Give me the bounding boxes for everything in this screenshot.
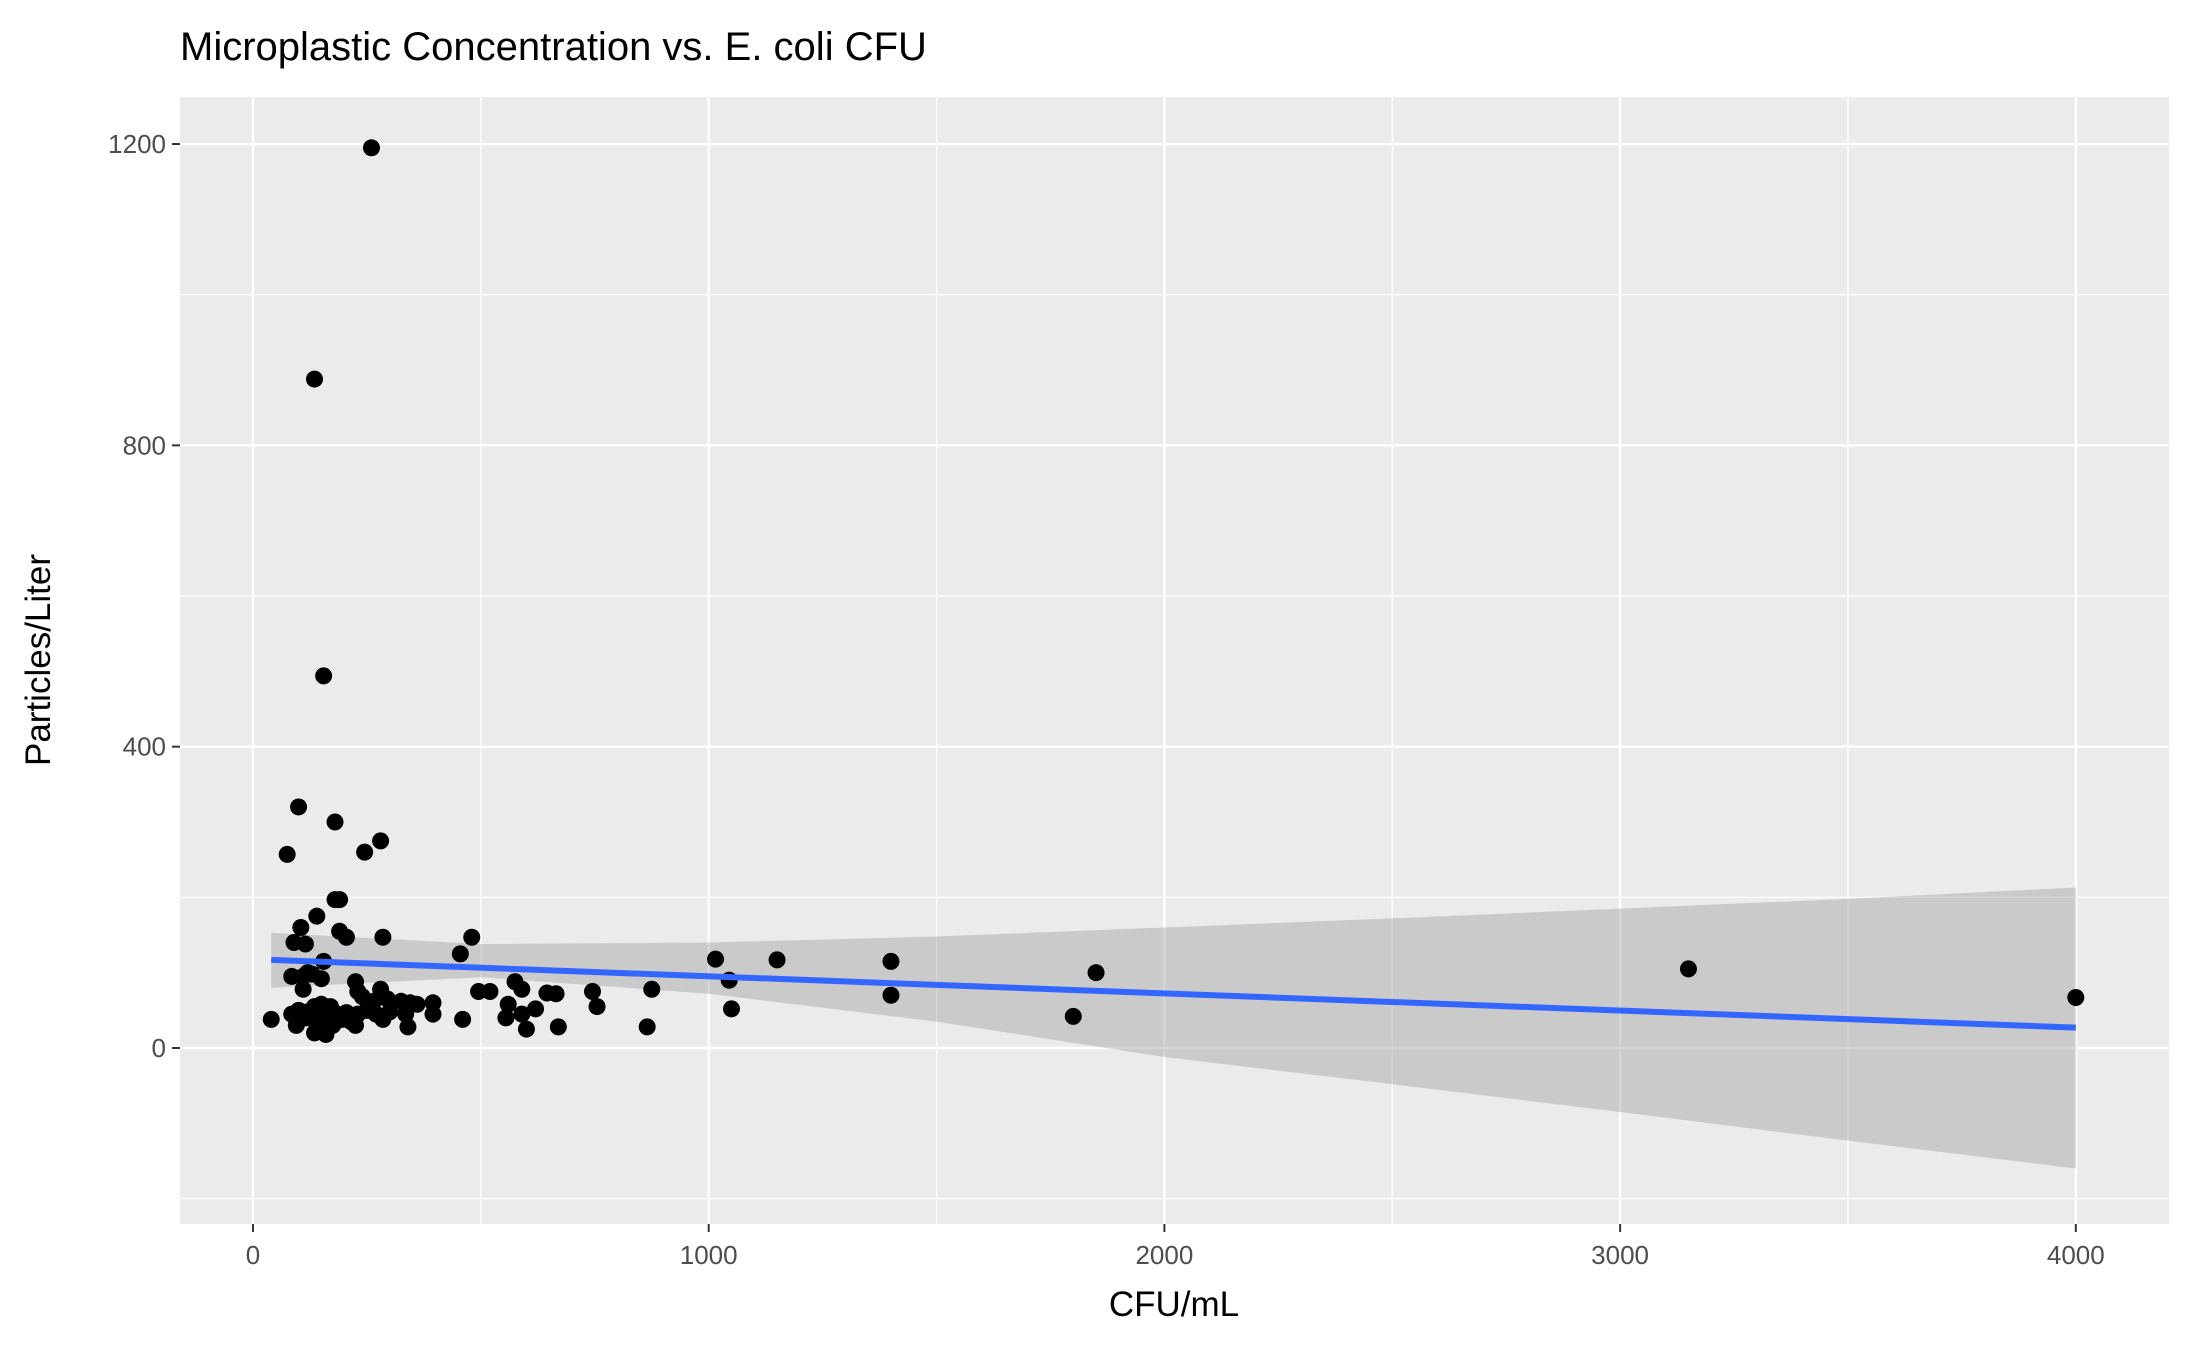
y-tick-label: 800	[123, 430, 166, 460]
data-point	[397, 1005, 415, 1023]
x-tick-label: 0	[246, 1240, 260, 1270]
data-point	[278, 845, 296, 863]
y-axis-ticks: 0 400 800 1200	[108, 129, 180, 1063]
data-point	[454, 1010, 472, 1028]
chart-title: Microplastic Concentration vs. E. coli C…	[180, 25, 927, 69]
x-axis-ticks: 0 1000 2000 3000 4000	[246, 1224, 2105, 1270]
data-point	[513, 1005, 531, 1023]
x-tick-label: 1000	[680, 1240, 738, 1270]
y-tick-label: 400	[123, 732, 166, 762]
minor-gridlines	[180, 97, 2169, 1224]
data-point	[882, 986, 900, 1004]
data-point	[308, 907, 326, 925]
data-points	[262, 139, 2085, 1043]
data-point	[588, 998, 606, 1016]
data-point	[317, 1025, 335, 1043]
data-point	[374, 1010, 392, 1028]
data-point	[290, 798, 308, 816]
data-point	[347, 1016, 365, 1034]
data-point	[499, 995, 517, 1013]
data-point	[549, 1018, 567, 1036]
x-tick-label: 2000	[1135, 1240, 1193, 1270]
data-point	[481, 983, 499, 1001]
x-tick-label: 4000	[2047, 1240, 2105, 1270]
data-point	[372, 832, 390, 850]
data-point	[331, 891, 349, 909]
x-axis-title: CFU/mL	[1109, 1285, 1239, 1324]
data-point	[2067, 989, 2085, 1007]
data-point	[643, 980, 661, 998]
data-point	[296, 935, 314, 953]
data-point	[1087, 964, 1105, 982]
data-point	[294, 980, 312, 998]
data-point	[882, 952, 900, 970]
data-point	[424, 1005, 442, 1023]
data-point	[1679, 960, 1697, 978]
major-gridlines	[180, 97, 2169, 1224]
data-point	[517, 1020, 535, 1038]
data-point	[1064, 1007, 1082, 1025]
plot-panel	[180, 97, 2169, 1224]
data-point	[527, 1000, 545, 1018]
data-point	[707, 950, 725, 968]
data-point	[768, 951, 786, 969]
data-point	[583, 983, 601, 1001]
y-tick-label: 0	[152, 1033, 166, 1063]
data-point	[497, 1009, 515, 1027]
data-point	[378, 990, 396, 1008]
data-point	[337, 928, 355, 946]
data-point	[362, 139, 380, 157]
x-tick-label: 3000	[1591, 1240, 1649, 1270]
data-point	[399, 1018, 417, 1036]
data-point	[463, 928, 481, 946]
y-axis-title: Particles/Liter	[19, 554, 58, 766]
trend-line-layer	[271, 956, 2076, 1031]
data-point	[451, 945, 469, 963]
data-point	[356, 843, 374, 861]
data-point	[408, 995, 426, 1013]
trend-line	[271, 956, 2076, 1031]
data-point	[326, 813, 344, 831]
data-point	[287, 1016, 305, 1034]
data-point	[638, 1018, 656, 1036]
data-point	[513, 980, 531, 998]
data-point	[315, 667, 333, 685]
data-point	[306, 370, 324, 388]
data-point	[312, 970, 330, 988]
y-tick-label: 1200	[108, 129, 166, 159]
data-point	[262, 1010, 280, 1028]
data-point	[374, 928, 392, 946]
data-point	[292, 918, 310, 936]
data-point	[722, 1000, 740, 1018]
data-point	[547, 985, 565, 1003]
